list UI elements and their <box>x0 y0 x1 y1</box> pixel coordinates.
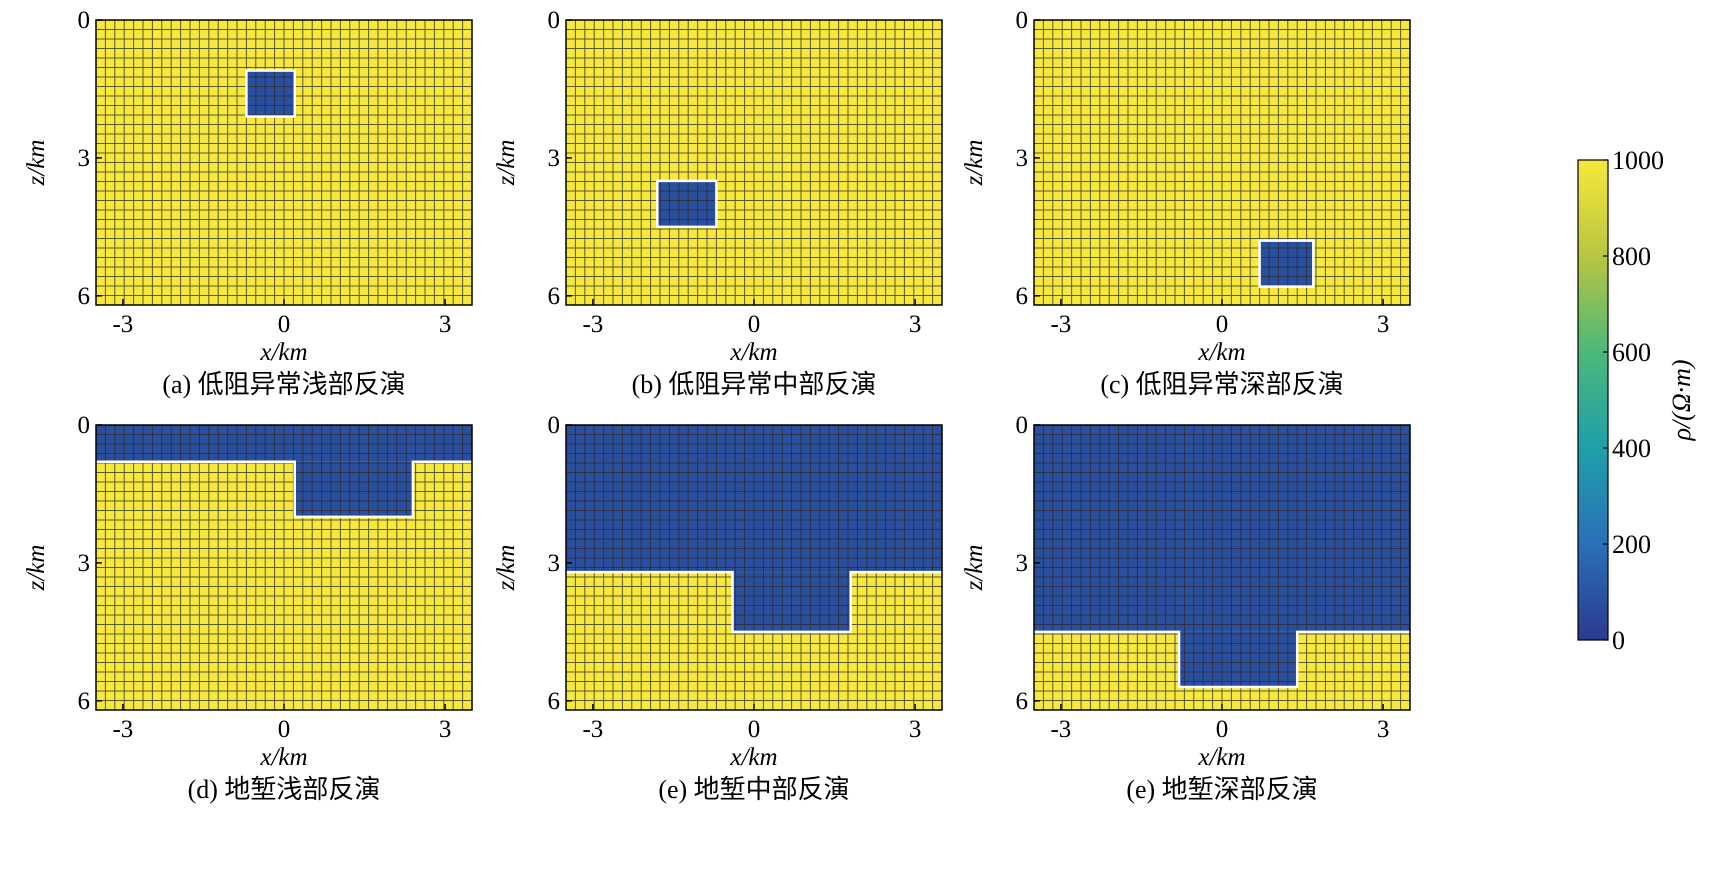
x-tick-label: -3 <box>112 311 133 338</box>
anomaly-outline <box>1258 239 1315 288</box>
x-tick-label: 3 <box>1377 311 1390 338</box>
panels-layer: -3 0 3 0 3 6 x/km z/km (a) 低阻异常浅部反演 -3 0 3 0 3 6 x/km z/… <box>23 7 1411 804</box>
y-axis-label: z/km <box>493 545 520 592</box>
colorbar-tick-label: 200 <box>1612 530 1651 559</box>
low-resistivity-anomaly <box>1179 631 1298 688</box>
y-tick-label: 0 <box>1016 7 1029 34</box>
anomaly-outline <box>96 460 472 519</box>
y-tick-label: 0 <box>1016 412 1029 439</box>
anomaly-outline <box>566 570 942 634</box>
colorbar-tick-label: 0 <box>1612 626 1625 655</box>
y-tick-label: 3 <box>78 550 91 577</box>
y-tick-label: 6 <box>78 283 91 310</box>
x-axis-label: x/km <box>259 744 307 771</box>
panel-caption: (c) 低阻异常深部反演 <box>1100 370 1343 399</box>
x-axis-label: x/km <box>729 744 777 771</box>
y-axis-label: z/km <box>23 545 50 592</box>
y-tick-label: 6 <box>548 283 561 310</box>
x-tick-label: 3 <box>439 311 452 338</box>
panel-4: -3 0 3 0 3 6 x/km z/km (d) 地堑浅部反演 <box>23 412 473 804</box>
x-tick-label: 0 <box>278 716 291 743</box>
y-axis-label: z/km <box>23 140 50 187</box>
panel-5: -3 0 3 0 3 6 x/km z/km (e) 地堑中部反演 <box>493 412 943 804</box>
x-tick-label: 0 <box>1216 716 1229 743</box>
x-axis-label: x/km <box>1197 744 1245 771</box>
low-resistivity-anomaly <box>294 461 413 517</box>
x-tick-label: 3 <box>1377 716 1390 743</box>
colorbar: 1000 800 600 400 200 0 ρ/(Ω·m) <box>1577 146 1696 655</box>
anomaly-outline <box>245 69 296 118</box>
y-tick-label: 3 <box>548 145 561 172</box>
low-resistivity-anomaly <box>246 70 295 117</box>
x-tick-label: 3 <box>439 716 452 743</box>
x-tick-label: -3 <box>582 716 603 743</box>
x-tick-label: 0 <box>748 716 761 743</box>
x-axis-label: x/km <box>1197 339 1245 366</box>
y-tick-label: 0 <box>78 412 91 439</box>
mesh-grid <box>96 20 472 305</box>
y-tick-label: 0 <box>548 412 561 439</box>
colorbar-label: ρ/(Ω·m) <box>1667 359 1696 441</box>
x-tick-label: 0 <box>278 311 291 338</box>
y-tick-label: 3 <box>1016 550 1029 577</box>
panel-3: -3 0 3 0 3 6 x/km z/km (c) 低阻异常深部反演 <box>961 7 1411 399</box>
x-tick-label: -3 <box>112 716 133 743</box>
x-tick-label: 0 <box>1216 311 1229 338</box>
mesh-grid <box>96 425 472 710</box>
y-tick-label: 3 <box>548 550 561 577</box>
x-tick-label: 3 <box>909 716 922 743</box>
colorbar-gradient <box>1577 159 1609 641</box>
y-axis-label: z/km <box>961 545 988 592</box>
y-tick-label: 0 <box>78 7 91 34</box>
colorbar-tick-label: 1000 <box>1612 146 1664 175</box>
y-tick-label: 6 <box>1016 688 1029 715</box>
x-tick-label: 0 <box>748 311 761 338</box>
mesh-grid <box>1034 425 1410 710</box>
panel-caption: (a) 低阻异常浅部反演 <box>162 370 405 399</box>
colorbar-tick-label: 600 <box>1612 338 1651 367</box>
colorbar-tick-label: 800 <box>1612 242 1651 271</box>
colorbar-tick-label: 400 <box>1612 434 1651 463</box>
panel-caption: (e) 地堑深部反演 <box>1126 775 1317 804</box>
panel-caption: (d) 地堑浅部反演 <box>188 775 381 804</box>
x-tick-label: -3 <box>1050 311 1071 338</box>
panel-2: -3 0 3 0 3 6 x/km z/km (b) 低阻异常中部反演 <box>493 7 943 399</box>
panel-1: -3 0 3 0 3 6 x/km z/km (a) 低阻异常浅部反演 <box>23 7 473 399</box>
x-tick-label: -3 <box>582 311 603 338</box>
mesh-grid <box>1034 20 1410 305</box>
x-axis-label: x/km <box>729 339 777 366</box>
y-tick-label: 3 <box>78 145 91 172</box>
anomaly-outline <box>656 179 718 229</box>
mesh-grid <box>566 425 942 710</box>
y-axis-label: z/km <box>493 140 520 187</box>
y-tick-label: 6 <box>548 688 561 715</box>
y-axis-label: z/km <box>961 140 988 187</box>
panel-6: -3 0 3 0 3 6 x/km z/km (e) 地堑深部反演 <box>961 412 1411 804</box>
y-tick-label: 6 <box>78 688 91 715</box>
y-tick-label: 0 <box>548 7 561 34</box>
anomaly-outline <box>1034 630 1410 689</box>
mesh-grid <box>566 20 942 305</box>
y-tick-label: 6 <box>1016 283 1029 310</box>
x-axis-label: x/km <box>259 339 307 366</box>
panel-caption: (e) 地堑中部反演 <box>658 775 849 804</box>
y-tick-label: 3 <box>1016 145 1029 172</box>
x-tick-label: 3 <box>909 311 922 338</box>
panel-caption: (b) 低阻异常中部反演 <box>632 370 877 399</box>
x-tick-label: -3 <box>1050 716 1071 743</box>
